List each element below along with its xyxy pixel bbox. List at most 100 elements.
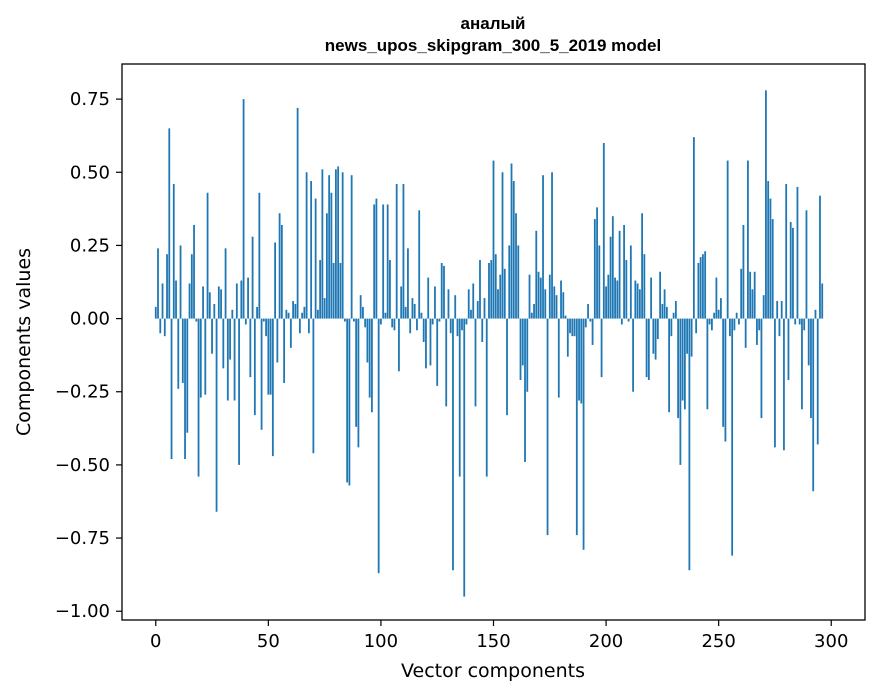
bar-13: [184, 318, 186, 460]
bar-237: [688, 318, 691, 571]
bar-229: [670, 318, 673, 337]
bar-264: [749, 271, 752, 319]
bar-68: [307, 318, 310, 334]
bar-293: [814, 309, 817, 319]
bar-96: [371, 318, 373, 413]
bar-42: [249, 318, 252, 378]
bar-29: [220, 289, 222, 319]
bar-134: [456, 318, 459, 337]
bar-266: [753, 271, 756, 319]
bar-273: [769, 198, 772, 319]
bar-17: [193, 224, 195, 319]
bar-107: [395, 183, 398, 319]
bar-45: [256, 306, 258, 319]
x-axis-ticks: 0 50 100 150 200 250 300: [150, 620, 848, 652]
bar-28: [217, 286, 220, 319]
bar-281: [787, 318, 790, 381]
bar-162: [519, 318, 522, 381]
bar-15: [188, 283, 191, 319]
bar-219: [647, 318, 650, 381]
bar-88: [353, 318, 355, 322]
bar-139: [467, 289, 470, 319]
bar-34: [231, 309, 234, 319]
bar-33: [229, 318, 231, 360]
bar-239: [692, 137, 695, 319]
bar-223: [656, 318, 659, 340]
bar-214: [636, 283, 639, 319]
bar-94: [366, 318, 369, 363]
bar-156: [506, 318, 508, 416]
bar-194: [591, 318, 594, 345]
bar-142: [474, 318, 477, 407]
bar-49: [265, 318, 267, 337]
bar-289: [805, 210, 808, 319]
bar-24: [208, 292, 211, 319]
bar-185: [571, 318, 574, 337]
bar-77: [328, 175, 331, 319]
bar-129: [445, 318, 448, 407]
bar-182: [564, 315, 567, 319]
bar-254: [726, 160, 729, 319]
bar-57: [283, 318, 286, 383]
bar-35: [233, 318, 236, 401]
bar-135: [458, 318, 461, 477]
bar-84: [344, 318, 346, 322]
bar-168: [533, 303, 535, 319]
bar-150: [492, 160, 495, 319]
bar-0: [154, 306, 157, 319]
bar-55: [278, 213, 281, 319]
bar-195: [593, 219, 596, 319]
bar-252: [722, 318, 725, 427]
bar-224: [659, 271, 662, 319]
bar-112: [407, 248, 409, 319]
bar-170: [537, 271, 540, 319]
bar-70: [312, 318, 315, 454]
bar-64: [298, 318, 301, 334]
bar-83: [341, 172, 344, 319]
bar-41: [247, 277, 249, 319]
bar-236: [686, 318, 689, 354]
bar-87: [350, 175, 353, 319]
bar-177: [553, 286, 556, 319]
bar-19: [197, 318, 200, 477]
bar-203: [611, 216, 614, 319]
bar-189: [580, 318, 583, 404]
bar-190: [582, 318, 585, 550]
plot-frame: [121, 63, 866, 621]
bar-146: [483, 298, 486, 319]
bar-54: [276, 318, 279, 363]
bar-114: [411, 298, 414, 319]
bar-111: [404, 306, 407, 319]
bar-154: [501, 172, 504, 319]
bar-184: [569, 318, 571, 334]
y-tick-label: −0.25: [55, 382, 110, 403]
bar-277: [778, 318, 781, 337]
bar-26: [213, 303, 216, 319]
bar-279: [783, 318, 785, 451]
bar-212: [632, 318, 634, 392]
bar-176: [551, 172, 553, 319]
bar-232: [677, 318, 680, 419]
bar-160: [515, 213, 517, 319]
bar-260: [740, 268, 743, 319]
bar-149: [490, 260, 493, 319]
chart-title-line2: news_upos_skipgram_300_5_2019 model: [325, 36, 661, 55]
bar-133: [454, 295, 457, 319]
bar-12: [181, 318, 184, 383]
bar-255: [729, 318, 731, 337]
bar-44: [253, 318, 256, 416]
bar-227: [665, 306, 668, 319]
bar-235: [683, 318, 686, 410]
bar-216: [641, 213, 643, 319]
bar-125: [436, 318, 439, 386]
bar-122: [429, 318, 432, 366]
bar-118: [420, 312, 423, 319]
y-tick-label: −1.00: [55, 601, 110, 622]
bar-261: [742, 224, 745, 319]
bar-192: [587, 303, 589, 319]
x-tick-label: 0: [150, 631, 161, 652]
bar-200: [605, 286, 607, 319]
bar-11: [179, 245, 182, 319]
